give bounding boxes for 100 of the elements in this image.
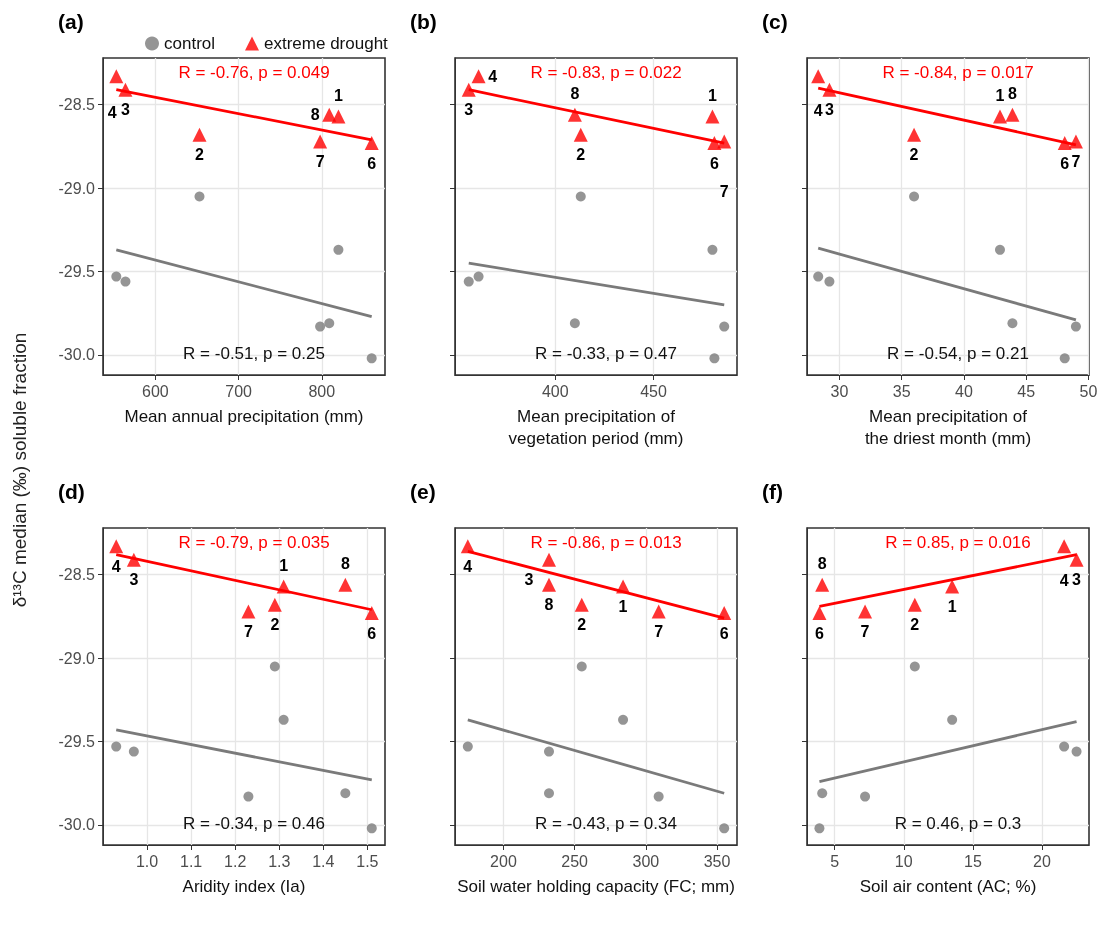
point [817,788,828,799]
point [1059,353,1070,364]
x-tick-label: 5 [830,852,840,870]
annotation: 1 [333,86,343,104]
point [909,191,920,202]
annotation: 2 [909,146,919,164]
annotation: 8 [340,555,350,573]
annotation: 2 [270,616,280,634]
point [544,788,554,799]
point [822,82,837,97]
y-tick-label: -30.0 [58,816,96,834]
x-tick-label: 1.4 [312,852,335,870]
point [192,127,207,142]
point [618,714,629,725]
annotation: 4 [1059,571,1069,589]
annotation: 4 [111,557,121,575]
point [109,539,124,554]
annotation: 7 [654,622,664,640]
point [364,136,379,151]
annotation: 6 [814,624,824,642]
annotation: 1 [995,86,1005,104]
annotation: 8 [817,555,827,573]
annotation: 3 [121,101,131,119]
annotation: R = -0.86, p = 0.013 [530,532,682,552]
annotation: 1 [707,86,717,104]
point [278,714,289,725]
point [128,746,139,757]
x-axis-title: Mean annual precipitation (mm) [124,406,364,426]
y-tick-label: -29.0 [58,649,96,667]
annotation: 4 [813,101,823,119]
point [717,606,732,621]
annotation: R = 0.85, p = 0.016 [885,532,1031,552]
annotation: R = -0.43, p = 0.34 [535,813,677,833]
annotation: 7 [1071,152,1081,170]
x-tick-label: 35 [892,382,911,400]
annotation: R = -0.84, p = 0.017 [882,62,1034,82]
point [544,746,554,757]
point [707,136,722,151]
y-axis-title: δ¹³C median (‰) soluble fraction [9,332,31,608]
x-tick-label: 700 [225,382,253,400]
point [569,318,580,329]
annotation: 8 [310,106,320,124]
point [992,109,1007,124]
point [709,353,720,364]
annotation: R = -0.76, p = 0.049 [178,62,330,82]
point [366,823,377,834]
point [333,244,344,255]
point [1070,321,1081,332]
annotation: 2 [577,616,587,634]
point [542,552,556,567]
chart-title: (d) [58,480,85,503]
x-tick-label: 800 [308,382,336,400]
point [994,244,1005,255]
x-tick-label: 200 [490,852,517,870]
annotation: 8 [544,596,554,614]
x-axis-title: Soil water holding capacity (FC; mm) [457,876,735,896]
annotation: R = 0.46, p = 0.3 [894,813,1022,833]
y-tick-label: -28.5 [58,566,96,584]
point [243,791,254,802]
y-tick-label: -30.0 [58,346,96,364]
point [705,109,720,124]
point [907,597,922,612]
annotation: 3 [1072,571,1082,589]
point [241,604,256,619]
annotation: 2 [195,146,205,164]
point [575,191,586,202]
point [815,577,830,592]
y-tick-label: -29.5 [58,733,96,751]
point [322,107,337,122]
point [824,276,835,287]
x-tick-label: 1.3 [268,852,291,870]
x-axis-title: Mean precipitation of the driest month (mm) [864,406,1032,448]
point [907,127,922,142]
point [1005,107,1020,122]
x-tick-label: 350 [703,852,731,870]
annotation: 6 [719,624,729,642]
point [111,271,122,282]
point [858,604,873,619]
annotation: 2 [576,146,586,164]
point [947,714,958,725]
x-tick-label: 40 [954,382,973,400]
x-tick-label: 10 [894,852,913,870]
annotation: R = -0.51, p = 0.25 [183,343,325,363]
point [814,823,825,834]
chart-title: (f) [762,480,783,503]
point [909,661,920,672]
annotation: 7 [315,152,325,170]
point [324,318,335,329]
annotation: R = -0.33, p = 0.47 [535,343,677,363]
point [719,321,730,332]
x-tick-label: 300 [632,852,660,870]
annotation: 1 [618,597,628,615]
chart-title: (a) [58,10,84,33]
point [340,788,351,799]
y-tick-label: -28.5 [58,96,96,114]
point [126,552,141,567]
point [1068,134,1083,149]
point [366,353,377,364]
point [717,134,732,149]
x-tick-label: 1.0 [135,852,159,870]
